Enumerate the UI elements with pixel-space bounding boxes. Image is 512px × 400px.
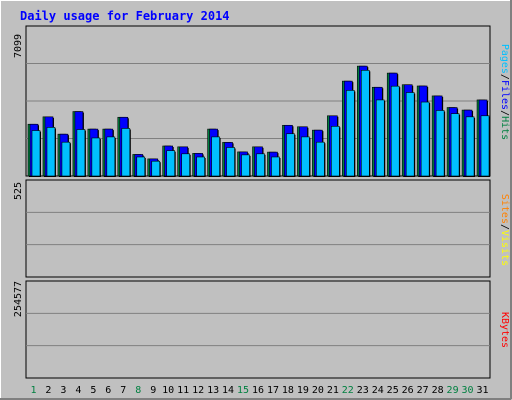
day-label-19: 19 xyxy=(297,385,309,396)
bar-pages-day-2 xyxy=(46,127,56,177)
bar-pages-day-29 xyxy=(450,113,460,177)
bar-pages-day-1 xyxy=(31,130,41,177)
day-label-14: 14 xyxy=(222,385,234,396)
day-label-29: 29 xyxy=(447,385,459,396)
day-label-16: 16 xyxy=(252,385,264,396)
day-label-24: 24 xyxy=(372,385,384,396)
day-label-15: 15 xyxy=(237,385,249,396)
day-label-18: 18 xyxy=(282,385,294,396)
bar-pages-day-15 xyxy=(241,154,250,177)
bar-pages-day-4 xyxy=(76,129,86,177)
bar-pages-day-28 xyxy=(435,110,445,177)
bar-pages-day-6 xyxy=(106,136,116,177)
panel-upper xyxy=(25,25,491,177)
day-label-8: 8 xyxy=(135,385,141,396)
panel-middle xyxy=(25,179,491,278)
bar-pages-day-18 xyxy=(286,133,295,177)
legend-middle: Sites/Visits xyxy=(499,194,510,266)
day-label-31: 31 xyxy=(476,385,488,396)
day-label-26: 26 xyxy=(402,385,414,396)
day-label-20: 20 xyxy=(312,385,324,396)
day-label-5: 5 xyxy=(90,385,96,396)
bar-pages-day-12 xyxy=(196,156,205,177)
bar-pages-day-13 xyxy=(211,136,220,177)
bar-pages-day-22 xyxy=(346,90,355,177)
legend-sites: Sites xyxy=(499,194,510,224)
middle-max-label: 525 xyxy=(13,182,24,200)
bar-pages-day-16 xyxy=(256,153,265,177)
bar-pages-day-21 xyxy=(331,126,340,177)
bar-pages-day-5 xyxy=(91,137,101,177)
day-label-3: 3 xyxy=(60,385,66,396)
day-label-10: 10 xyxy=(162,385,174,396)
day-label-28: 28 xyxy=(432,385,444,396)
bar-pages-day-3 xyxy=(61,141,71,177)
day-label-23: 23 xyxy=(357,385,369,396)
bar-pages-day-25 xyxy=(390,85,400,177)
day-label-27: 27 xyxy=(417,385,429,396)
bar-pages-day-24 xyxy=(375,99,385,177)
upper-max-label: 7099 xyxy=(13,34,24,58)
bar-pages-day-30 xyxy=(465,116,475,177)
bar-pages-day-8 xyxy=(136,156,146,177)
day-labels: 1 2 3 4 5 6 7 8 9 10 11 12 13 14 15 16 17 18 19 20 21 22 23 24 2… xyxy=(30,385,488,396)
day-label-6: 6 xyxy=(105,385,111,396)
day-label-30: 30 xyxy=(462,385,474,396)
day-label-13: 13 xyxy=(207,385,219,396)
lower-max-label: 254577 xyxy=(13,281,24,317)
day-label-7: 7 xyxy=(120,385,126,396)
bar-pages-day-26 xyxy=(405,92,415,177)
legend-upper: Pages/Files/Hits xyxy=(499,44,510,140)
legend-visits: Visits xyxy=(499,230,510,266)
bar-pages-day-31 xyxy=(480,115,490,177)
bar-pages-day-19 xyxy=(301,136,310,177)
bar-pages-day-17 xyxy=(271,156,280,177)
legend-hits: Hits xyxy=(499,116,510,140)
bar-pages-day-10 xyxy=(166,150,176,177)
day-label-2: 2 xyxy=(45,385,51,396)
bar-pages-day-27 xyxy=(420,101,430,177)
chart-title: Daily usage for February 2014 xyxy=(20,9,230,23)
day-label-12: 12 xyxy=(192,385,204,396)
legend-pages: Pages xyxy=(499,44,510,74)
day-label-1: 1 xyxy=(30,385,36,396)
legend-kbytes: KBytes xyxy=(499,312,510,348)
bar-pages-day-23 xyxy=(360,70,370,177)
legend-files: Files xyxy=(499,80,510,110)
panel-frame xyxy=(25,280,491,379)
bar-pages-day-11 xyxy=(181,153,190,177)
day-label-21: 21 xyxy=(327,385,339,396)
day-label-17: 17 xyxy=(267,385,279,396)
bar-pages-day-20 xyxy=(316,141,325,177)
day-label-9: 9 xyxy=(150,385,156,396)
day-label-25: 25 xyxy=(387,385,399,396)
panel-frame xyxy=(25,179,491,278)
bar-pages-day-9 xyxy=(151,160,161,177)
day-label-11: 11 xyxy=(177,385,189,396)
bar-pages-day-7 xyxy=(121,128,131,177)
day-label-4: 4 xyxy=(75,385,81,396)
panel-lower xyxy=(25,280,491,379)
day-label-22: 22 xyxy=(342,385,354,396)
bar-pages-day-14 xyxy=(226,147,235,177)
